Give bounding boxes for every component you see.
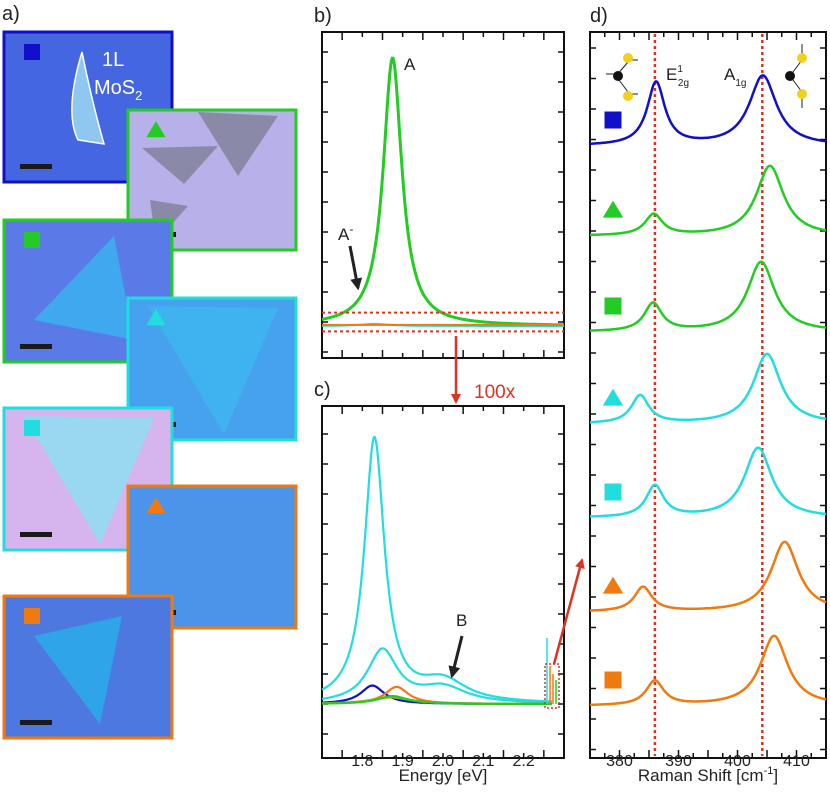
laser-spikes (546, 638, 557, 704)
panel-b-label: b) (314, 5, 332, 27)
peak-label-trion: A- (338, 222, 353, 244)
b-exciton-arrow (448, 635, 464, 679)
raman-chart: 380 390 400 410 Raman Shift [cm-1] E1 2g A1g (589, 31, 827, 785)
trion-arrow (348, 245, 363, 291)
x-tick-label-d-1: 390 (665, 753, 692, 770)
flake-5 (24, 416, 154, 544)
x-axis-title-d: Raman Shift [cm-1] (638, 765, 778, 785)
sample-marker-1 (24, 44, 40, 60)
pl-zoom-line-1 (321, 647, 552, 704)
mode-label-e2g: E1 2g (666, 64, 689, 89)
x-tick-label-c-4: 2.2 (513, 753, 535, 770)
x-tick-label-c-1: 1.9 (392, 753, 414, 770)
scale-bar-7 (20, 720, 52, 725)
scale-bar-3 (20, 344, 52, 349)
spike-to-raman-arrow (552, 558, 585, 665)
flake-7 (34, 616, 122, 724)
raman-marker-1 (604, 111, 622, 129)
micrograph-panel (2, 30, 298, 740)
x-tick-label-d-2: 400 (724, 753, 751, 770)
flake-1 (71, 51, 106, 145)
scale-bar-1 (20, 164, 52, 169)
x-tick-label-c-2: 2.0 (432, 753, 454, 770)
sample-label-1l: 1L (102, 49, 124, 71)
raman-line-7 (590, 634, 827, 707)
raman-line-1 (589, 74, 827, 146)
sample-marker-2 (146, 121, 166, 138)
scale-bar-5 (20, 532, 52, 537)
pl-zoom-chart: 1.8 1.9 2.0 2.1 2.2 Energy [eV] B (321, 405, 565, 785)
raman-marker-5 (604, 483, 622, 501)
sample-marker-3 (24, 232, 40, 248)
mode-label-a1g: A1g (724, 65, 746, 89)
spike-zoom-box (544, 663, 560, 709)
raman-marker-6 (602, 576, 624, 594)
flake-4 (148, 306, 278, 434)
a1g-mode-icon (785, 44, 807, 108)
x-axis-title-c: Energy [eV] (399, 766, 488, 785)
raman-line-3 (590, 260, 827, 332)
plot-frame-d (589, 31, 827, 759)
sample-marker-6 (146, 497, 166, 514)
raman-marker-7 (604, 671, 622, 689)
x-tick-label-c-0: 1.8 (351, 753, 373, 770)
sample-marker-7 (24, 608, 40, 624)
sample-label-mos2: MoS2 (94, 77, 142, 103)
pl-spectrum-chart: A A- (321, 31, 565, 359)
x-tick-label-d-3: 410 (783, 753, 810, 770)
panel-c-label: c) (314, 379, 331, 401)
x-tick-label-c-3: 2.1 (472, 753, 494, 770)
sample-marker-5 (24, 420, 40, 436)
raman-line-6 (589, 540, 827, 612)
zoom-factor-label: 100x (474, 382, 516, 403)
plot-frame-c (321, 405, 565, 759)
flake-2 (142, 146, 218, 184)
raman-line-4 (590, 352, 827, 424)
flake-3 (34, 236, 134, 340)
e2g-mode-icon (606, 53, 638, 101)
panel-d-label: d) (590, 5, 608, 27)
raman-marker-2 (602, 200, 624, 218)
flake-2b (198, 112, 278, 176)
peak-label-a: A (404, 55, 416, 74)
sample-marker-4 (146, 309, 166, 326)
raman-marker-3 (604, 297, 622, 315)
raman-line-2 (590, 164, 827, 237)
raman-marker-4 (602, 388, 624, 406)
pl-zoom-line-0 (321, 436, 552, 703)
plot-frame-b (321, 31, 565, 359)
x-tick-label-d-0: 380 (606, 753, 633, 770)
peak-label-b: B (456, 611, 467, 630)
panel-a-label: a) (2, 3, 20, 25)
pl-zoom-line-5 (322, 695, 552, 705)
raman-line-5 (590, 446, 827, 518)
